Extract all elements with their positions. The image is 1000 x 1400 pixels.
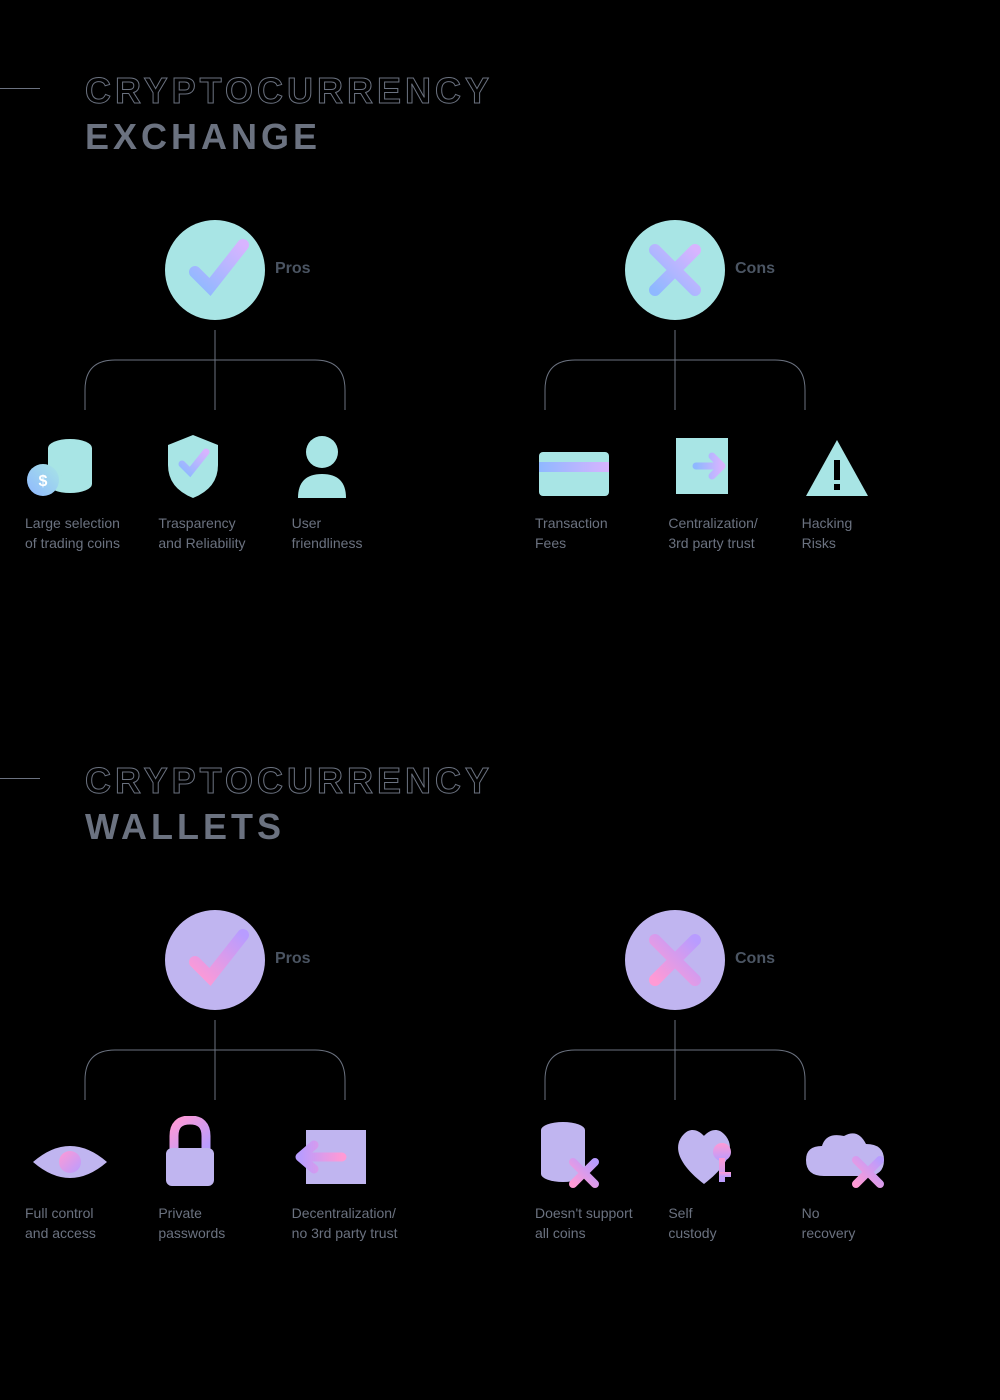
leaf-heart-key: Self custody xyxy=(668,1110,801,1243)
leaf-label: Full control and access xyxy=(25,1204,158,1243)
pros-head-wallets: Pros xyxy=(165,910,265,1015)
title-line1: CRYPTOCURRENCY xyxy=(85,760,1000,802)
leaf-box-arrow: Decentralization/ no 3rd party trust xyxy=(292,1110,425,1243)
cons-head-wallets: Cons xyxy=(625,910,725,1015)
leaf-shield: Trasparency and Reliability xyxy=(158,420,291,553)
leaf-lock: Private passwords xyxy=(158,1110,291,1243)
title-block-exchange: CRYPTOCURRENCY EXCHANGE xyxy=(85,70,1000,158)
coins-icon: $ xyxy=(25,430,105,500)
cons-circle xyxy=(625,220,725,320)
leaf-label: Trasparency and Reliability xyxy=(158,514,291,553)
heart-key-icon xyxy=(668,1122,744,1190)
shield-icon xyxy=(158,430,228,500)
cloud-x-icon xyxy=(802,1130,888,1190)
eye-icon xyxy=(25,1134,115,1190)
leaf-coins: $ Large selection of trading coins xyxy=(25,420,158,553)
cons-head-exchange: Cons xyxy=(625,220,725,325)
warning-icon xyxy=(802,436,872,500)
pros-circle xyxy=(165,910,265,1010)
cons-circle xyxy=(625,910,725,1010)
leaf-label: Decentralization/ no 3rd party trust xyxy=(292,1204,425,1243)
cons-label: Cons xyxy=(735,260,775,278)
section-wallets: CRYPTOCURRENCY WALLETS Pros xyxy=(0,760,1000,848)
door-arrow-icon xyxy=(668,430,738,500)
box-arrow-left-icon xyxy=(292,1124,370,1190)
cons-label: Cons xyxy=(735,950,775,968)
pros-head-exchange: Pros xyxy=(165,220,265,325)
db-x-icon xyxy=(535,1118,605,1190)
leaf-label: User friendliness xyxy=(292,514,425,553)
card-icon xyxy=(535,440,615,500)
leaf-label: Hacking Risks xyxy=(802,514,935,553)
title-tick xyxy=(0,778,40,779)
leaf-db-x: Doesn't support all coins xyxy=(535,1110,668,1243)
check-icon xyxy=(165,910,265,1010)
user-icon xyxy=(292,430,352,500)
section-exchange: CRYPTOCURRENCY EXCHANGE Pros xyxy=(0,70,1000,158)
title-line1: CRYPTOCURRENCY xyxy=(85,70,1000,112)
leaf-label: Self custody xyxy=(668,1204,801,1243)
check-icon xyxy=(165,220,265,320)
title-block-wallets: CRYPTOCURRENCY WALLETS xyxy=(85,760,1000,848)
cross-icon xyxy=(625,910,725,1010)
leaf-label: Large selection of trading coins xyxy=(25,514,158,553)
pros-label: Pros xyxy=(275,260,311,278)
leaf-label: No recovery xyxy=(802,1204,935,1243)
pros-circle xyxy=(165,220,265,320)
title-line2: WALLETS xyxy=(85,806,1000,848)
svg-text:$: $ xyxy=(39,473,48,490)
title-line2: EXCHANGE xyxy=(85,116,1000,158)
pros-label: Pros xyxy=(275,950,311,968)
leaf-label: Private passwords xyxy=(158,1204,291,1243)
leaf-eye: Full control and access xyxy=(25,1110,158,1243)
leaf-door: Centralization/ 3rd party trust xyxy=(668,420,801,553)
connectors-wallets xyxy=(45,1020,965,1110)
connectors-exchange xyxy=(45,330,965,420)
leaf-label: Centralization/ 3rd party trust xyxy=(668,514,801,553)
cross-icon xyxy=(625,220,725,320)
title-tick xyxy=(0,88,40,89)
leaf-label: Doesn't support all coins xyxy=(535,1204,668,1243)
leaf-label: Transaction Fees xyxy=(535,514,668,553)
lock-icon xyxy=(158,1116,222,1190)
leaf-user: User friendliness xyxy=(292,420,425,553)
leaf-card: Transaction Fees xyxy=(535,420,668,553)
leaf-warning: Hacking Risks xyxy=(802,420,935,553)
leaf-cloud-x: No recovery xyxy=(802,1110,935,1243)
